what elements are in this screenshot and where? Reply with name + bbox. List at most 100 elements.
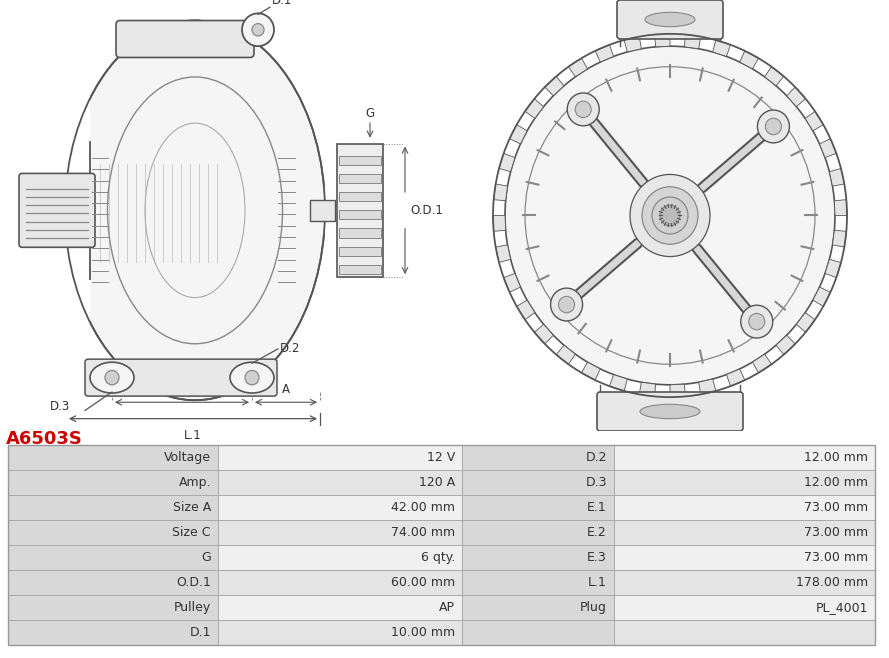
Bar [8, 545, 218, 570]
Text: 120 A: 120 A [419, 476, 455, 490]
Bar [218, 495, 462, 520]
Ellipse shape [65, 20, 325, 400]
Bar [8, 570, 218, 595]
Bar [462, 570, 614, 595]
Text: D.1: D.1 [272, 0, 292, 7]
Bar [339, 265, 381, 274]
Circle shape [642, 187, 698, 244]
Circle shape [252, 24, 264, 36]
Polygon shape [752, 354, 772, 373]
Polygon shape [525, 99, 543, 118]
Bar [339, 156, 381, 165]
Bar [614, 445, 875, 470]
Polygon shape [776, 335, 795, 355]
Circle shape [567, 93, 599, 126]
Text: 60.00 mm: 60.00 mm [391, 576, 455, 589]
Text: D.1: D.1 [189, 626, 211, 639]
Polygon shape [835, 199, 847, 216]
Bar [339, 192, 381, 201]
Bar [462, 545, 614, 570]
Text: E.2: E.2 [588, 526, 607, 539]
Text: D.3: D.3 [586, 476, 607, 490]
Polygon shape [654, 34, 670, 47]
Text: 178.00 mm: 178.00 mm [796, 576, 868, 589]
Text: Size A: Size A [172, 501, 211, 515]
Text: Plug: Plug [581, 601, 607, 614]
Bar [339, 174, 381, 183]
Text: E.2: E.2 [661, 449, 679, 463]
Polygon shape [713, 40, 731, 57]
Text: 6 qty.: 6 qty. [420, 551, 455, 564]
Circle shape [550, 288, 582, 321]
Text: D.2: D.2 [280, 342, 300, 355]
Bar [614, 545, 875, 570]
Bar [218, 595, 462, 620]
Bar [218, 520, 462, 545]
Circle shape [630, 174, 710, 257]
Text: G: G [365, 107, 374, 120]
Polygon shape [610, 374, 628, 391]
Bar [8, 595, 218, 620]
Text: 10.00 mm: 10.00 mm [391, 626, 455, 639]
Circle shape [245, 370, 259, 385]
Polygon shape [568, 58, 588, 77]
Polygon shape [740, 51, 758, 69]
Ellipse shape [640, 404, 700, 418]
FancyBboxPatch shape [85, 359, 277, 396]
Polygon shape [534, 324, 553, 344]
Text: G: G [201, 551, 211, 564]
Ellipse shape [90, 363, 134, 393]
Text: Size C: Size C [172, 526, 211, 539]
Text: 74.00 mm: 74.00 mm [391, 526, 455, 539]
Bar [218, 570, 462, 595]
Bar [8, 520, 218, 545]
Bar [337, 143, 383, 277]
Bar [218, 620, 462, 645]
Polygon shape [639, 382, 655, 396]
Circle shape [652, 197, 688, 234]
Polygon shape [825, 259, 841, 278]
Polygon shape [670, 384, 685, 397]
Bar [8, 470, 218, 495]
Polygon shape [509, 124, 527, 144]
Bar [614, 620, 875, 645]
Text: 12 V: 12 V [427, 451, 455, 465]
Bar [310, 200, 335, 220]
Bar [8, 445, 875, 645]
Ellipse shape [230, 363, 274, 393]
Bar [218, 545, 462, 570]
Text: E.1: E.1 [588, 501, 607, 515]
Polygon shape [726, 369, 745, 386]
Polygon shape [813, 287, 830, 307]
Polygon shape [832, 230, 846, 247]
Text: O.D.1: O.D.1 [176, 576, 211, 589]
Ellipse shape [645, 13, 695, 27]
Text: D.2: D.2 [586, 451, 607, 465]
Text: D.3: D.3 [50, 399, 70, 413]
Bar [614, 595, 875, 620]
Bar [0, 0, 90, 431]
Polygon shape [493, 184, 508, 201]
Polygon shape [557, 345, 575, 365]
Text: L.1: L.1 [589, 576, 607, 589]
Text: 12.00 mm: 12.00 mm [804, 451, 868, 465]
Bar [8, 445, 218, 470]
Circle shape [749, 313, 765, 330]
Polygon shape [496, 245, 510, 263]
Bar [614, 470, 875, 495]
Polygon shape [504, 274, 520, 292]
FancyBboxPatch shape [116, 20, 254, 57]
Bar [339, 210, 381, 220]
Bar [614, 570, 875, 595]
Bar [462, 495, 614, 520]
Polygon shape [545, 76, 564, 96]
Text: Voltage: Voltage [164, 451, 211, 465]
Polygon shape [765, 66, 784, 86]
Circle shape [575, 101, 591, 118]
Text: C: C [178, 383, 186, 396]
Text: Pulley: Pulley [173, 601, 211, 614]
Polygon shape [797, 313, 815, 332]
Circle shape [741, 305, 773, 338]
Circle shape [105, 370, 119, 385]
Text: A6503S: A6503S [6, 430, 83, 448]
